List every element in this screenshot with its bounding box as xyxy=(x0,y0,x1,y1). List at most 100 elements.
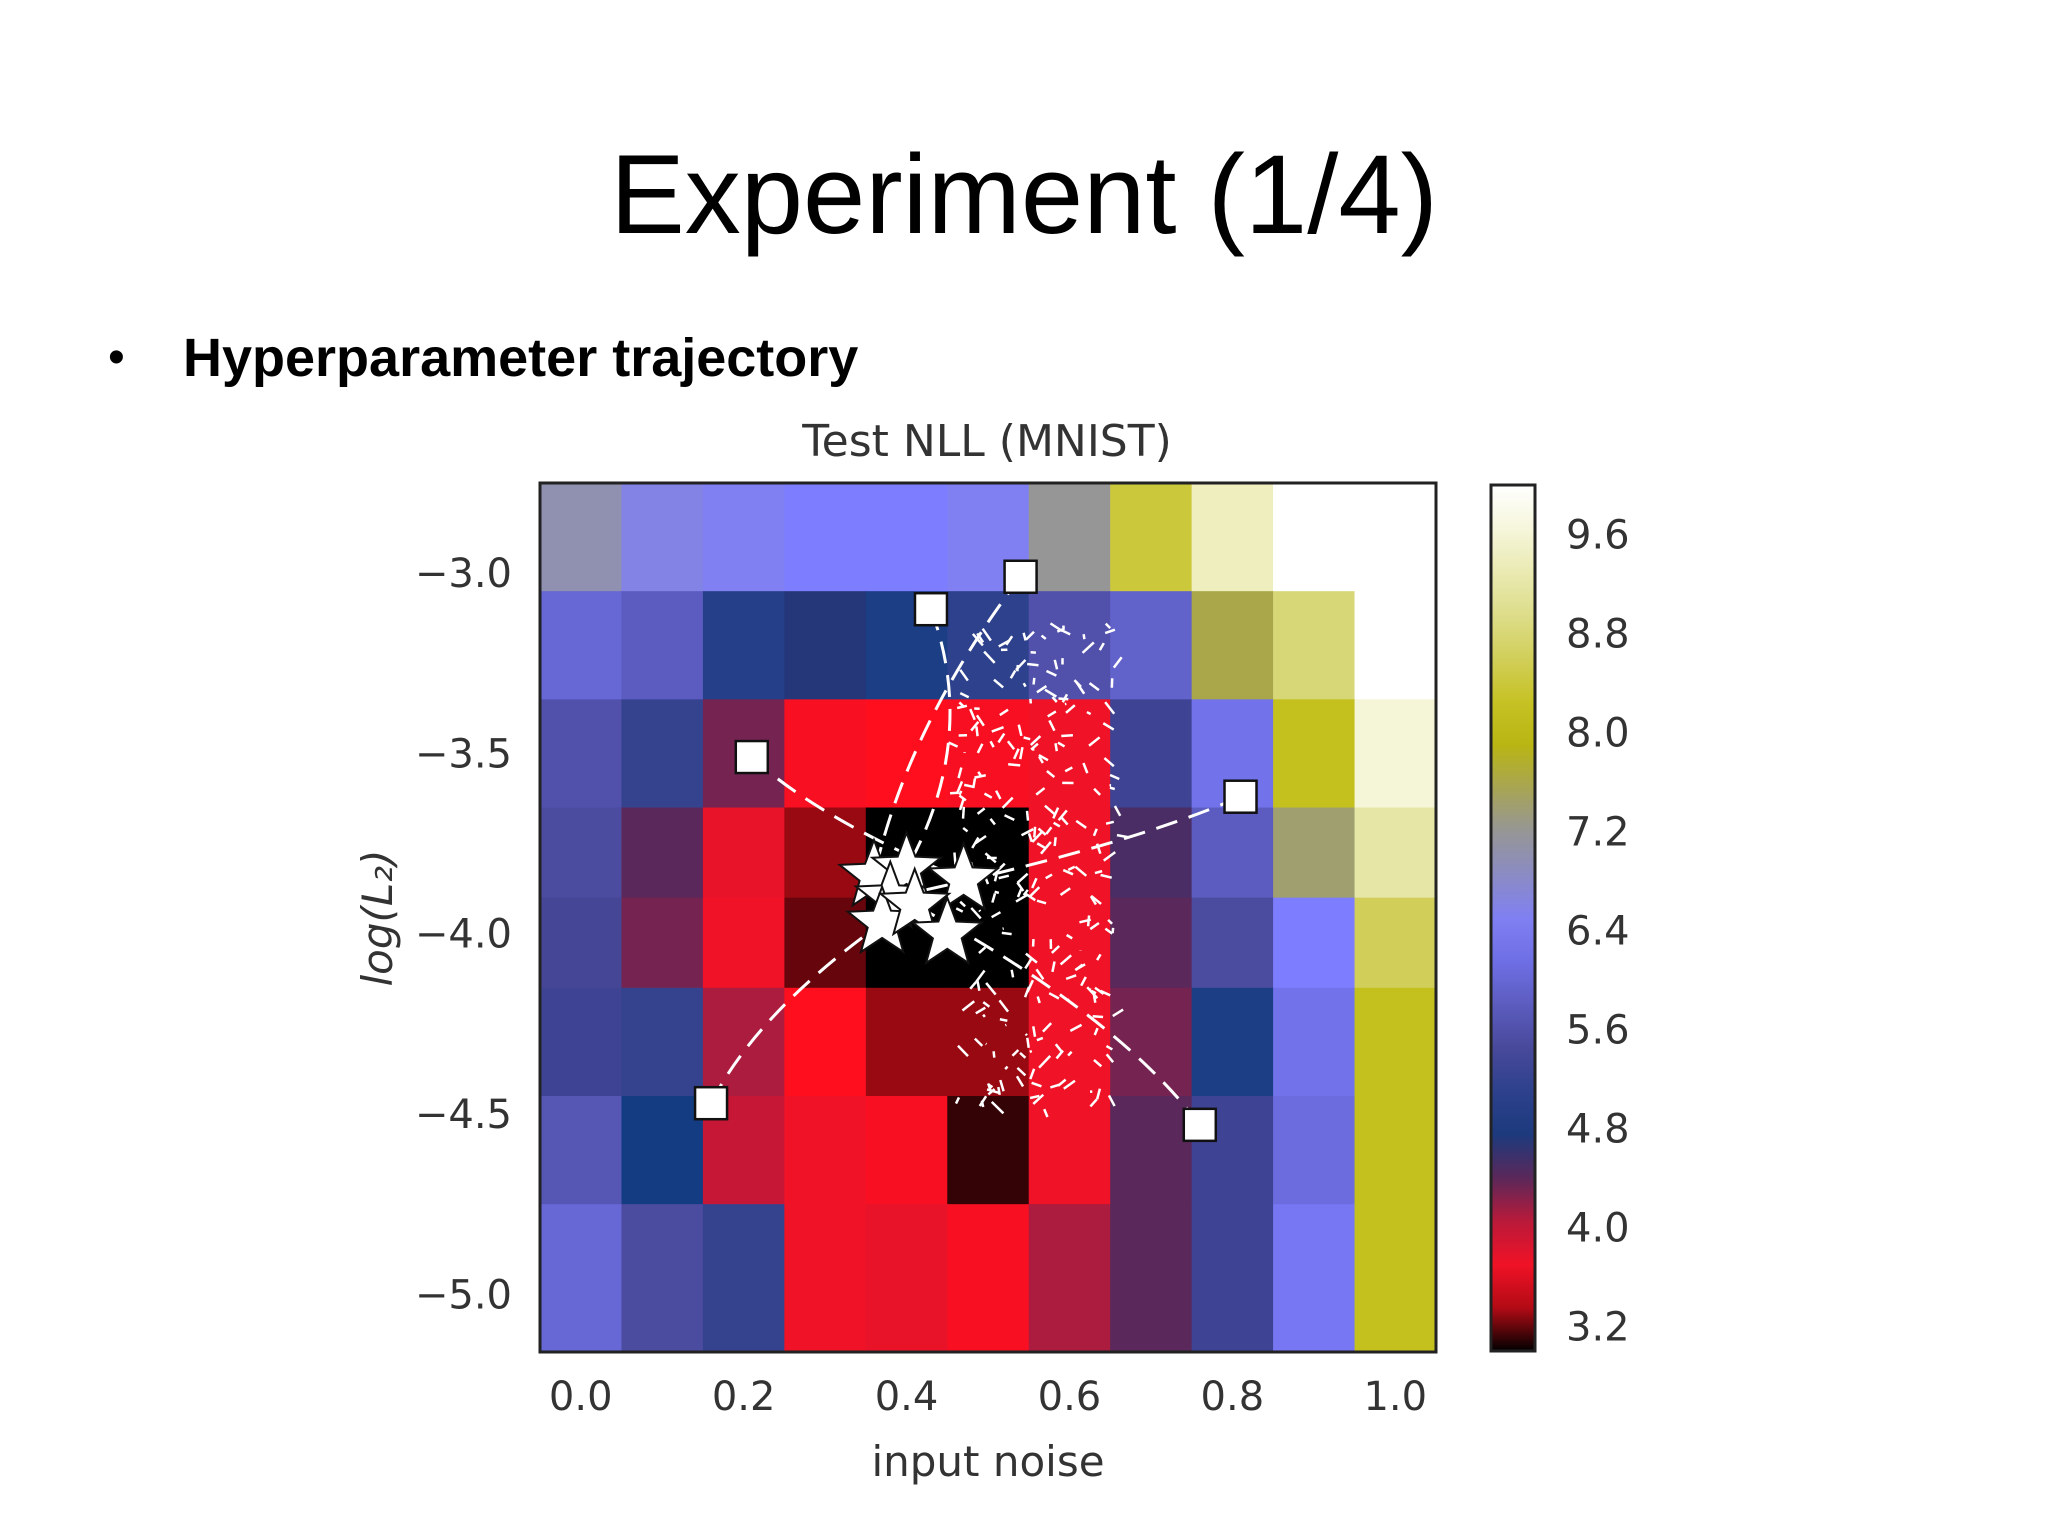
heatmap-cell xyxy=(1354,699,1437,809)
trajectory-segment xyxy=(1100,873,1113,879)
trajectory-segment xyxy=(1065,704,1076,714)
trajectory-segment xyxy=(1069,1023,1083,1032)
heatmap-cell xyxy=(865,699,948,809)
trajectory-segment xyxy=(1009,669,1017,679)
colorbar-tick-label: 7.2 xyxy=(1566,809,1630,855)
trajectory-segment xyxy=(1010,969,1015,978)
trajectory-segment xyxy=(1079,918,1092,924)
heatmap-cell xyxy=(1273,987,1356,1097)
heatmap-cell xyxy=(784,483,867,592)
trajectory-segment xyxy=(1105,820,1115,825)
heatmap-cell xyxy=(1028,1095,1111,1205)
trajectory-segment xyxy=(972,778,977,789)
heatmap-cell xyxy=(1191,483,1274,592)
trajectory-segment xyxy=(977,771,983,778)
trajectory-segment xyxy=(1095,843,1102,855)
trajectory-segment xyxy=(1060,629,1071,636)
trajectory-segment xyxy=(1109,773,1120,781)
trajectory-segment xyxy=(1051,696,1058,703)
trajectory-segment xyxy=(1024,957,1033,970)
trajectory-segment xyxy=(1022,632,1027,641)
trajectory-segment xyxy=(1023,736,1031,741)
trajectory-segment xyxy=(1074,865,1088,877)
bullet-text: Hyperparameter trajectory xyxy=(183,328,859,388)
trajectory-segment xyxy=(1107,918,1113,925)
heatmap-cell xyxy=(1354,807,1437,899)
x-axis-label: input noise xyxy=(871,1437,1104,1486)
heatmap-cell xyxy=(1028,1204,1111,1353)
heatmap-cell xyxy=(865,483,948,592)
trajectory-segment xyxy=(1086,710,1092,716)
trajectory-segment xyxy=(1112,1008,1124,1018)
heatmap-cell xyxy=(540,897,623,989)
heatmap-cell xyxy=(784,1095,867,1205)
trajectory-segment xyxy=(1086,986,1099,1000)
heatmap-cell xyxy=(1110,699,1193,809)
trajectory-segment xyxy=(1026,979,1035,993)
trajectory-segment xyxy=(958,794,967,802)
start-square-marker xyxy=(1182,1107,1218,1143)
heatmap-cell xyxy=(621,591,704,700)
trajectory-segment xyxy=(1026,662,1039,667)
trajectory-segment xyxy=(976,743,984,754)
trajectory-path xyxy=(905,608,952,870)
trajectory-segment xyxy=(1053,659,1059,670)
trajectory-segment xyxy=(1048,992,1060,1000)
heatmap-cell xyxy=(1273,1095,1356,1205)
heatmap-cell xyxy=(702,1204,785,1353)
heatmap-cell xyxy=(1354,591,1437,700)
heatmap-cell xyxy=(702,987,785,1097)
heatmap-cell xyxy=(540,1204,623,1353)
trajectory-segment xyxy=(982,1013,986,1018)
trajectory-segment xyxy=(1046,770,1056,779)
heatmap-cell xyxy=(1110,1204,1193,1353)
trajectory-segment xyxy=(1060,816,1069,826)
trajectory-segment xyxy=(1057,809,1068,821)
heatmap-cell xyxy=(1110,807,1193,899)
trajectory-segment xyxy=(1029,735,1042,746)
trajectory-segment xyxy=(1089,1098,1098,1108)
heatmap-cell xyxy=(1028,591,1111,700)
start-square-marker xyxy=(913,591,949,627)
trajectory-segment xyxy=(991,726,1004,733)
trajectory-segment xyxy=(958,790,963,796)
trajectory-segment xyxy=(1067,1050,1073,1057)
heatmap-cell xyxy=(1273,591,1356,700)
heatmap-cell xyxy=(1191,897,1274,989)
trajectory-segment xyxy=(985,982,997,996)
end-star-marker xyxy=(910,894,985,966)
trajectory-segment xyxy=(1089,922,1100,931)
heatmap-cell xyxy=(947,987,1030,1097)
trajectory-segment xyxy=(953,852,957,865)
trajectory-segment xyxy=(1033,826,1037,838)
trajectory-segment xyxy=(1032,1026,1037,1037)
heatmap-cell xyxy=(621,807,704,899)
trajectory-segment xyxy=(1105,1044,1113,1051)
y-tick-label: −3.5 xyxy=(415,731,512,777)
trajectory-segment xyxy=(1093,1058,1103,1068)
trajectory-segment xyxy=(1038,755,1044,764)
trajectory-segment xyxy=(993,678,1004,689)
trajectory-segment xyxy=(1050,1083,1061,1089)
heatmap-cell xyxy=(702,897,785,989)
start-square-marker xyxy=(1003,559,1038,595)
trajectory-segment xyxy=(1093,1027,1099,1036)
trajectory-segment xyxy=(1098,642,1105,651)
trajectory-segment xyxy=(1043,1108,1049,1118)
end-star-marker xyxy=(926,840,1001,912)
trajectory-segment xyxy=(1025,810,1030,821)
trajectory-segment xyxy=(1063,1079,1076,1090)
x-tick-label: 1.0 xyxy=(1363,1374,1427,1420)
trajectory-segment xyxy=(1082,634,1086,640)
trajectory-segment xyxy=(1016,1066,1027,1077)
end-star-marker xyxy=(877,866,952,937)
y-tick-label: −4.0 xyxy=(415,912,512,958)
trajectory-segment xyxy=(997,1086,1001,1096)
heatmap-cell xyxy=(1354,1204,1437,1353)
x-tick-label: 0.0 xyxy=(549,1374,613,1420)
trajectory-segment xyxy=(1064,766,1073,773)
trajectory-segment xyxy=(1102,851,1116,862)
trajectory-segment xyxy=(1104,927,1114,935)
trajectory-segment xyxy=(1030,742,1039,751)
heatmap-cell xyxy=(1354,897,1437,989)
